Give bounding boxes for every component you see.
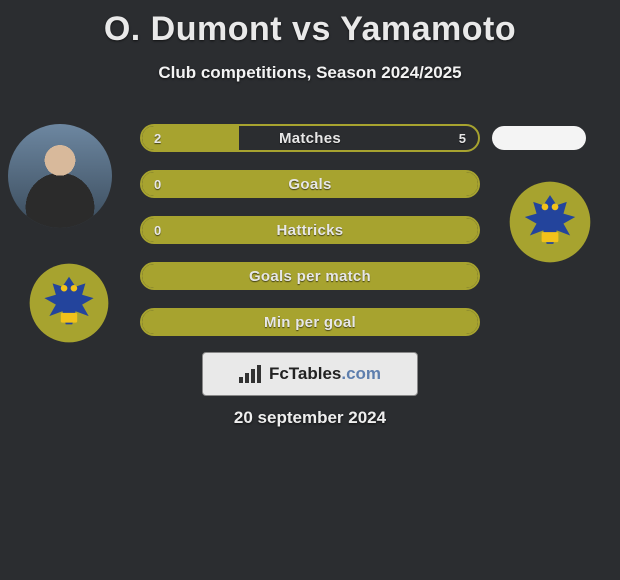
stat-row-mpg: Min per goal [140, 308, 480, 336]
page-title: O. Dumont vs Yamamoto [0, 0, 620, 49]
brand-badge[interactable]: FcTables.com [202, 352, 418, 396]
stat-label: Goals [142, 172, 478, 196]
stat-label: Matches [142, 126, 478, 150]
stat-label: Min per goal [142, 310, 478, 334]
brand-text: FcTables.com [269, 364, 381, 384]
brand-domain: .com [341, 364, 381, 383]
player-left-avatar [8, 124, 112, 228]
stat-bars: 2 Matches 5 0 Goals 0 Hattricks Goals pe… [140, 124, 480, 354]
avatar-placeholder-icon [8, 124, 112, 228]
player-right-placeholder [492, 126, 586, 150]
brand-name: FcTables [269, 364, 341, 383]
club-logo-right [508, 180, 592, 264]
stat-label: Hattricks [142, 218, 478, 242]
stat-row-goals: 0 Goals [140, 170, 480, 198]
date-line: 20 september 2024 [0, 408, 620, 428]
stat-row-gpm: Goals per match [140, 262, 480, 290]
stat-row-matches: 2 Matches 5 [140, 124, 480, 152]
club-crest-icon [28, 262, 110, 344]
bars-icon [239, 365, 263, 383]
player-compare-card: O. Dumont vs Yamamoto Club competitions,… [0, 0, 620, 580]
club-crest-icon [508, 180, 592, 264]
stat-label: Goals per match [142, 264, 478, 288]
stat-right-value: 5 [459, 126, 466, 150]
club-logo-left [28, 262, 110, 344]
stat-row-hattricks: 0 Hattricks [140, 216, 480, 244]
page-subtitle: Club competitions, Season 2024/2025 [0, 63, 620, 83]
